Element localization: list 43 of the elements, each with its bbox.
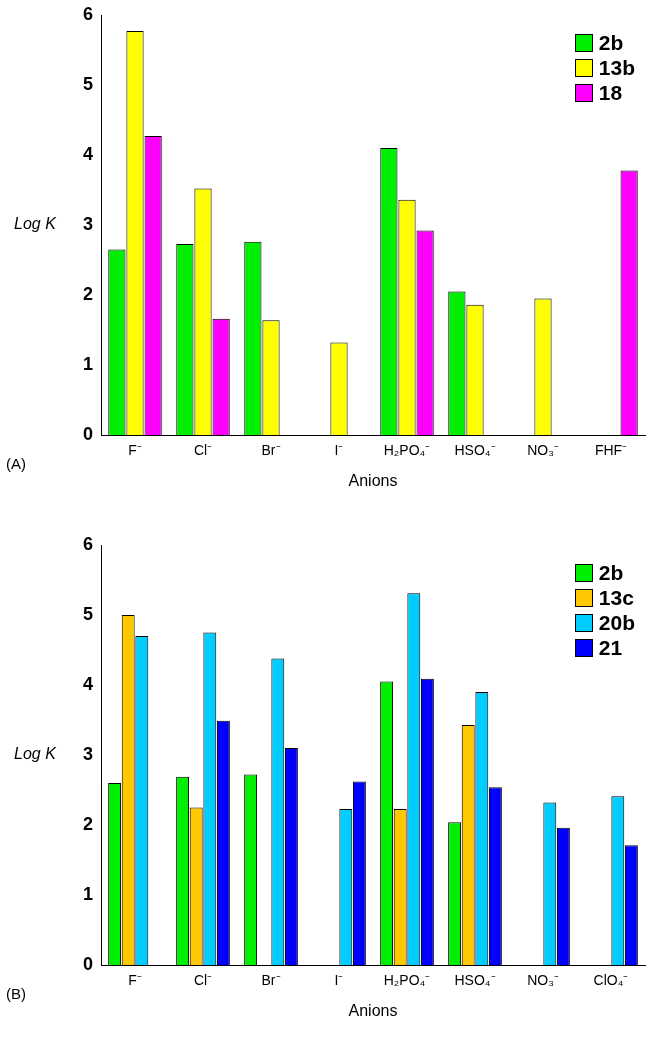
y-tick-label: 4 bbox=[83, 673, 94, 694]
y-tick-label: 1 bbox=[83, 353, 94, 374]
x-tick-label: FHF⁻ bbox=[594, 442, 628, 459]
text: (A) bbox=[6, 455, 26, 472]
legend-label: 13c bbox=[598, 585, 634, 610]
y-axis-title: Log K bbox=[14, 745, 58, 763]
x-tick-label: Cl⁻ bbox=[193, 972, 213, 989]
x-tick-label: ClO₄⁻ bbox=[593, 972, 629, 989]
x-tick-label: F⁻ bbox=[128, 442, 142, 459]
x-tick-label: H₂PO₄⁻ bbox=[383, 972, 431, 989]
text: (B) bbox=[6, 985, 26, 1002]
y-tick-label: 6 bbox=[83, 3, 94, 24]
y-tick-label: 4 bbox=[83, 143, 94, 164]
x-tick-label: NO₃⁻ bbox=[527, 442, 559, 459]
x-tick-label: I⁻ bbox=[334, 442, 344, 459]
legend-label: 2b bbox=[598, 560, 624, 585]
legend-label: 13b bbox=[598, 55, 635, 80]
legend-label: 2b bbox=[598, 30, 624, 55]
legend-label: 18 bbox=[598, 80, 623, 105]
y-tick-label: 2 bbox=[83, 813, 94, 834]
x-tick-label: HSO₄⁻ bbox=[454, 972, 496, 989]
y-axis-title: Log K bbox=[14, 215, 58, 233]
x-tick-label: Cl⁻ bbox=[193, 442, 213, 459]
y-tick-label: 0 bbox=[83, 953, 94, 974]
y-tick-label: 0 bbox=[83, 423, 94, 444]
x-tick-label: F⁻ bbox=[128, 972, 142, 989]
x-tick-label: Br⁻ bbox=[261, 972, 281, 989]
legend-label: 20b bbox=[598, 610, 635, 635]
legend-label: 21 bbox=[598, 635, 623, 660]
x-tick-label: HSO₄⁻ bbox=[454, 442, 496, 459]
y-tick-label: 5 bbox=[83, 73, 94, 94]
x-axis-title: Anions bbox=[348, 471, 398, 489]
x-tick-label: NO₃⁻ bbox=[527, 972, 559, 989]
y-tick-label: 3 bbox=[83, 213, 94, 234]
y-tick-label: 6 bbox=[83, 533, 94, 554]
y-tick-label: 1 bbox=[83, 883, 94, 904]
x-tick-label: Br⁻ bbox=[261, 442, 281, 459]
x-tick-label: I⁻ bbox=[334, 972, 344, 989]
y-tick-label: 2 bbox=[83, 283, 94, 304]
y-tick-label: 3 bbox=[83, 743, 94, 764]
y-tick-label: 5 bbox=[83, 603, 94, 624]
x-tick-label: H₂PO₄⁻ bbox=[383, 442, 431, 459]
x-axis-title: Anions bbox=[348, 1001, 398, 1019]
